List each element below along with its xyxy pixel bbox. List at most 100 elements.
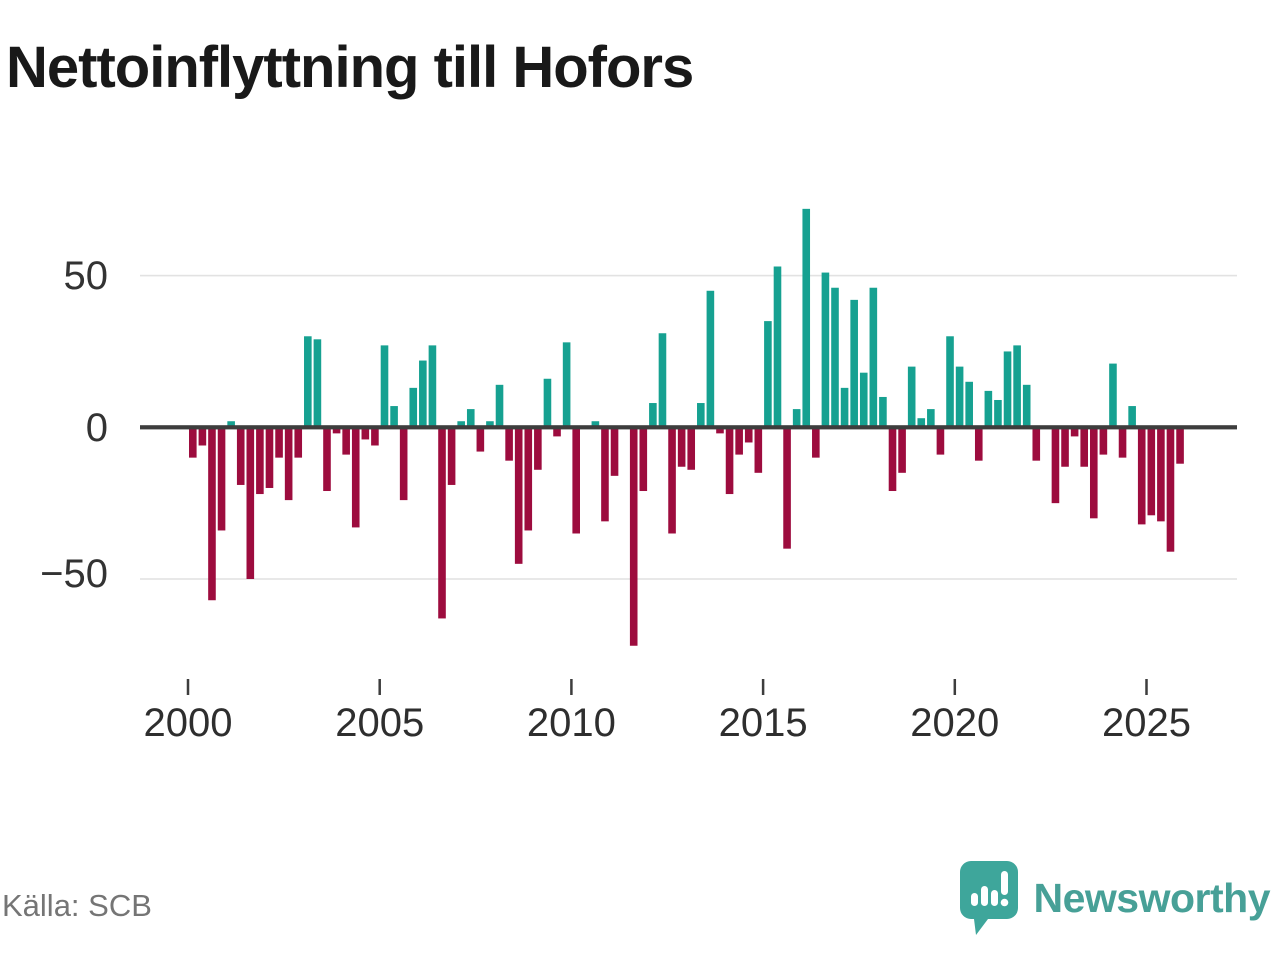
bar-2024-q3 <box>1128 406 1136 428</box>
x-tick-mark-2020 <box>953 679 957 695</box>
bar-2013-q4 <box>716 427 724 434</box>
bar-2002-q2 <box>275 427 283 458</box>
speech-bubble-shape <box>959 861 1018 935</box>
x-tick-mark-2010 <box>570 679 573 695</box>
bar-2001-q1 <box>227 421 235 428</box>
bar-2019-q3 <box>936 427 945 455</box>
bar-2014-q1 <box>725 427 734 495</box>
bar-2003-q3 <box>323 427 331 492</box>
bar-2023-q2 <box>1080 427 1089 467</box>
bar-2020-q2 <box>965 381 973 428</box>
bar-2011-q3 <box>629 427 638 646</box>
bar-2023-q1 <box>1070 427 1079 437</box>
bar-2007-q2 <box>466 409 475 428</box>
bar-2002-q3 <box>284 427 293 501</box>
bar-2000-q3 <box>208 427 216 601</box>
bar-2020-q1 <box>955 366 964 428</box>
bar-2021-q2 <box>1003 351 1012 428</box>
bar-2008-q2 <box>505 427 513 461</box>
bar-2006-q4 <box>447 427 456 485</box>
chart-title: Nettoinflyttning till Hofors <box>6 35 694 100</box>
x-tick-label-2020: 2020 <box>910 701 999 745</box>
bar-2019-q1 <box>917 418 926 428</box>
bar-2016-q3 <box>821 272 830 428</box>
bar-2001-q2 <box>236 427 245 485</box>
x-tick-label-2010: 2010 <box>527 701 616 745</box>
bar-2010-q4 <box>601 427 609 522</box>
bar-2001-q3 <box>246 427 255 579</box>
bar-2025-q3 <box>1166 427 1175 552</box>
bar-2008-q3 <box>514 427 523 564</box>
bar-2014-q2 <box>735 427 743 455</box>
bar-2020-q4 <box>984 390 993 428</box>
bar-2021-q4 <box>1022 384 1031 428</box>
bar-2000-q4 <box>217 427 226 531</box>
bar-2017-q1 <box>840 387 849 428</box>
bar-2022-q1 <box>1032 427 1041 461</box>
bar-2011-q1 <box>610 427 619 476</box>
gridline-minus50 <box>140 578 1237 580</box>
x-tick-marks <box>186 679 1148 695</box>
bar-2006-q3 <box>438 427 446 619</box>
x-axis-labels: 2000 2005 2010 2015 2020 2025 <box>144 701 1191 745</box>
bar-2017-q3 <box>859 372 868 428</box>
x-tick-mark-2005 <box>378 679 381 695</box>
bar-2007-q4 <box>486 421 494 428</box>
bar-2000-q2 <box>198 427 207 446</box>
bar-2011-q4 <box>639 427 648 492</box>
bar-2015-q3 <box>783 427 791 549</box>
bar-2023-q4 <box>1099 427 1108 455</box>
brand-lockup: Newsworthy <box>958 860 1271 936</box>
bar-2005-q1 <box>380 345 389 428</box>
bar-2017-q4 <box>869 287 878 428</box>
bar-2017-q2 <box>850 299 858 428</box>
bar-2004-q2 <box>351 427 360 528</box>
bar-2013-q1 <box>687 427 696 470</box>
bar-2022-q4 <box>1061 427 1069 467</box>
bar-2016-q2 <box>812 427 820 458</box>
zero-axis-line <box>140 425 1237 430</box>
bar-2015-q2 <box>773 266 782 428</box>
bar-2016-q4 <box>831 287 839 428</box>
bar-2009-q2 <box>543 378 552 428</box>
bar-2005-q3 <box>399 427 408 501</box>
logo-bar-chart-glyph <box>970 871 1008 907</box>
bar-2009-q3 <box>553 427 561 437</box>
bar-2006-q2 <box>428 345 437 428</box>
brand-name: Newsworthy <box>1033 874 1271 921</box>
bar-2003-q4 <box>332 427 341 434</box>
x-tick-mark-2000 <box>186 679 190 695</box>
bar-2012-q1 <box>649 403 657 428</box>
bar-2006-q1 <box>419 360 427 428</box>
source-caption: Källa: SCB <box>2 888 152 923</box>
bar-2014-q4 <box>754 427 763 473</box>
bar-2010-q1 <box>572 427 580 534</box>
y-tick-label-0: 0 <box>86 406 108 450</box>
bar-2000-q1 <box>189 427 197 458</box>
bar-2025-q1 <box>1147 427 1156 516</box>
bar-2022-q3 <box>1051 427 1060 504</box>
bar-2020-q3 <box>974 427 983 461</box>
bar-2015-q1 <box>764 321 772 428</box>
y-tick-label-minus50: −50 <box>40 552 108 596</box>
bar-2008-q4 <box>524 427 533 531</box>
bar-2018-q3 <box>898 427 906 473</box>
bar-2016-q1 <box>802 208 811 428</box>
x-tick-label-2000: 2000 <box>144 701 233 745</box>
bar-2003-q2 <box>313 339 322 428</box>
x-tick-mark-2015 <box>761 679 765 695</box>
bar-2012-q2 <box>658 333 667 428</box>
bar-2021-q3 <box>1013 345 1021 428</box>
bar-2024-q4 <box>1137 427 1146 525</box>
bar-2021-q1 <box>994 399 1002 428</box>
bar-2002-q4 <box>294 427 303 458</box>
bar-2004-q4 <box>371 427 379 446</box>
bar-2018-q2 <box>888 427 897 492</box>
bar-2010-q3 <box>591 421 600 428</box>
bar-2007-q1 <box>457 421 465 428</box>
bar-2012-q4 <box>677 427 686 467</box>
x-tick-label-2015: 2015 <box>719 701 808 745</box>
x-tick-label-2005: 2005 <box>335 701 424 745</box>
